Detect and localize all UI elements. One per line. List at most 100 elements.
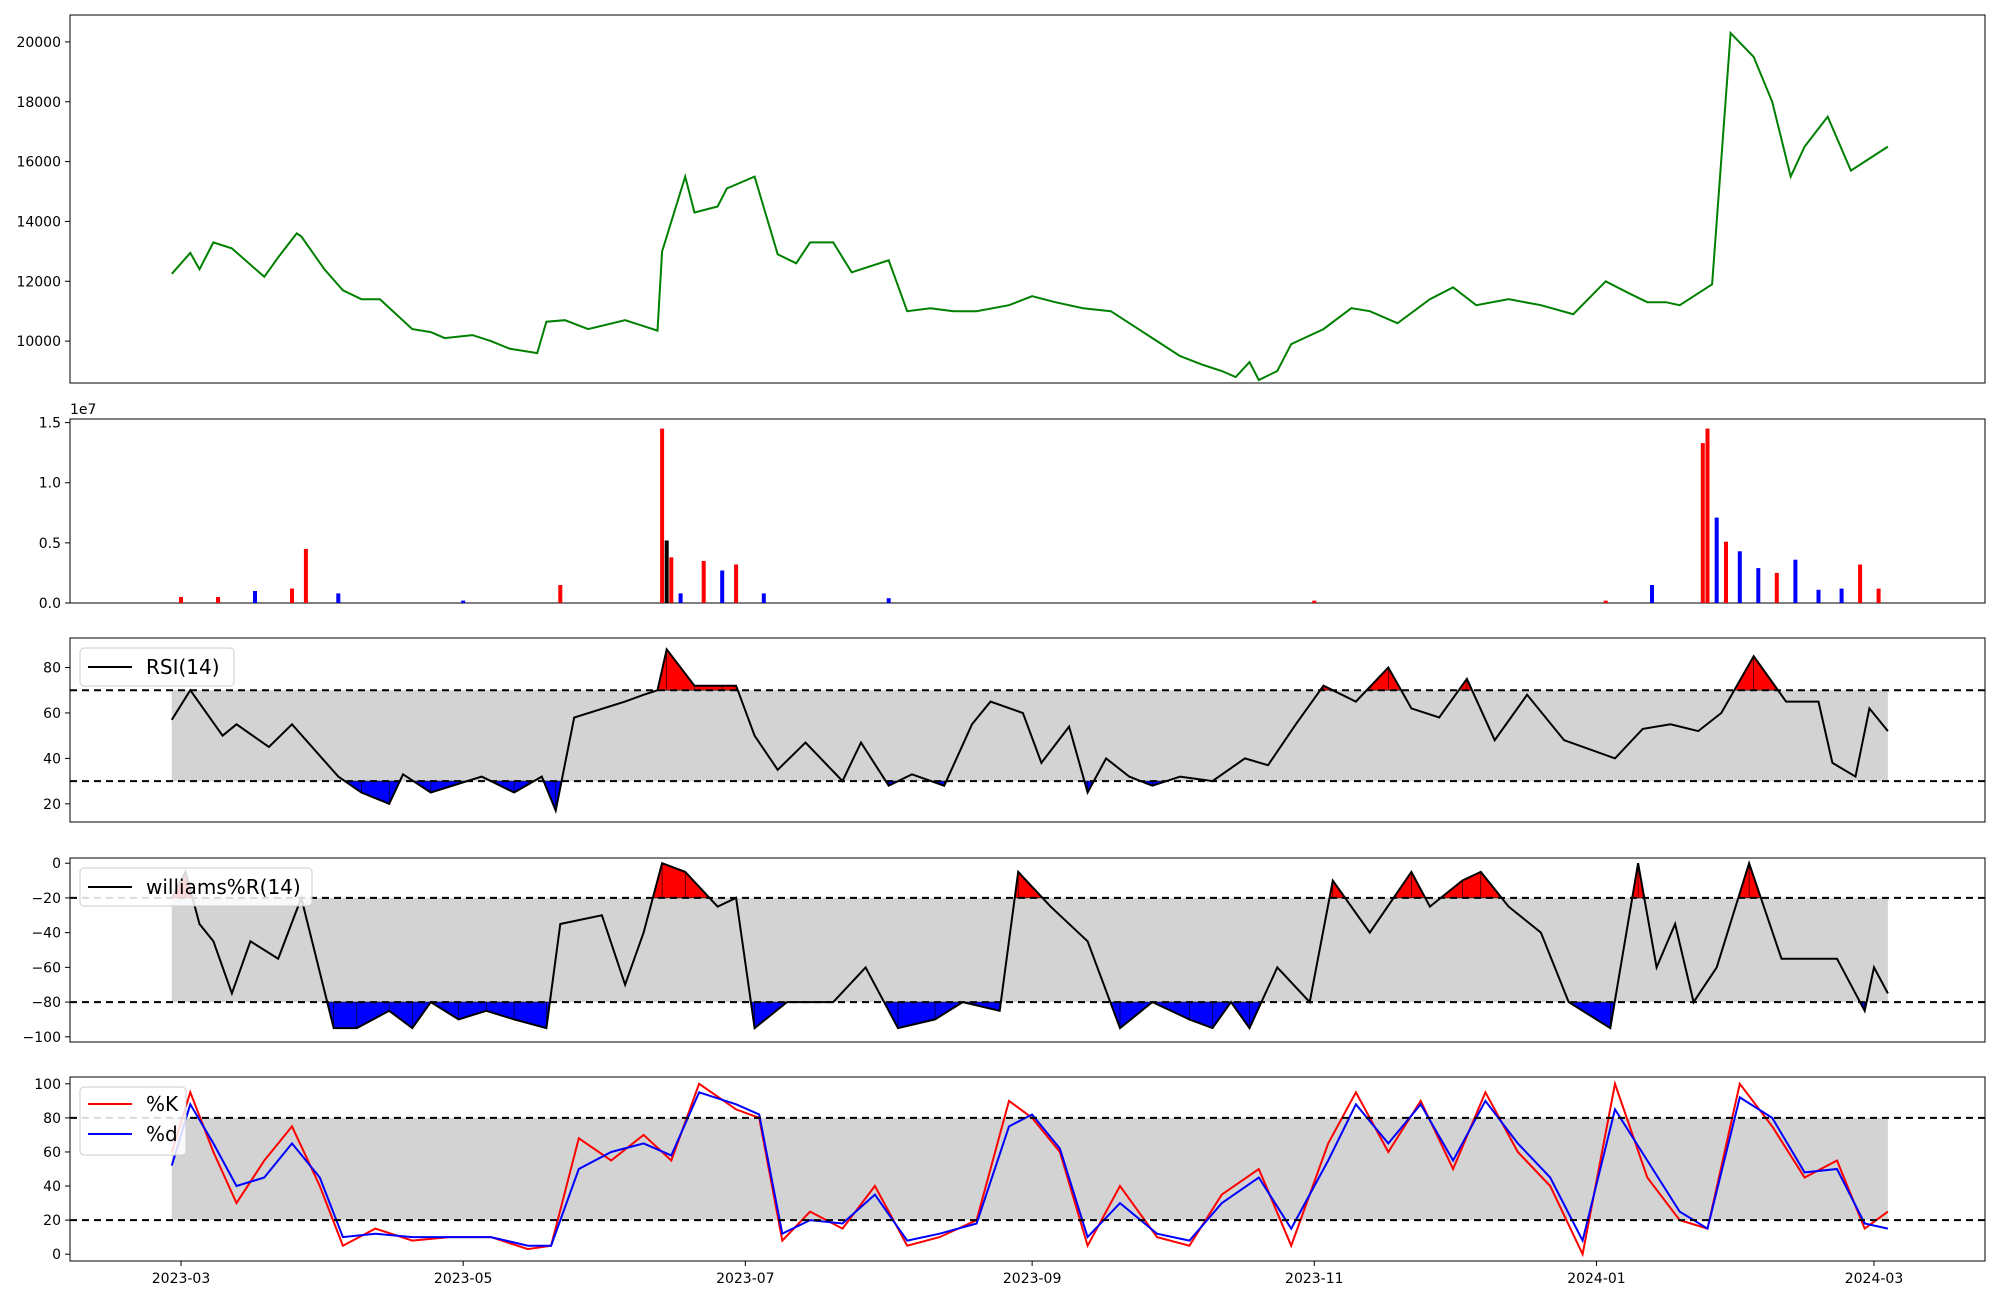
rsi-y-axis: 20 40 60 80 [43, 661, 70, 813]
stochastic-legend-d-label: %d [146, 1122, 178, 1146]
williams-y-tick-label: −80 [31, 995, 61, 1011]
stochastic-k-line [170, 1079, 1889, 1258]
williams-band [171, 897, 1888, 1003]
williams-oversold-fill [326, 1001, 1867, 1030]
volume-y-tick-label: 1.0 [39, 476, 61, 492]
volume-bar [720, 570, 725, 603]
williams-legend-box [79, 867, 313, 907]
x-tick-label: 2023-11 [1285, 1271, 1344, 1287]
volume-y-tick-label: 0.0 [39, 596, 61, 612]
volume-bar [734, 564, 739, 603]
stochastic-y-tick-label: 60 [43, 1145, 61, 1161]
williams-panel: −100 −80 −60 −40 −20 0 williams%R(14) [23, 856, 1986, 1046]
volume-y-tick-label: 1.5 [39, 416, 61, 432]
volume-bar [1793, 559, 1798, 603]
williams-legend-label: williams%R(14) [146, 875, 301, 899]
volume-bar [179, 597, 183, 603]
x-tick-label: 2023-03 [152, 1271, 211, 1287]
stochastic-y-tick-label: 100 [34, 1077, 61, 1093]
williams-y-axis: −100 −80 −60 −40 −20 0 [23, 856, 70, 1046]
stochastic-d-line [170, 1091, 1889, 1247]
volume-bar [290, 588, 294, 603]
price-series-line [171, 30, 1889, 382]
volume-bar [886, 598, 891, 603]
price-y-tick-label: 12000 [16, 274, 61, 290]
volume-bar [1650, 585, 1654, 603]
volume-bar [303, 548, 308, 603]
williams-axes-frame [69, 857, 1986, 1043]
volume-bar [1858, 564, 1863, 603]
williams-y-tick-label: −60 [31, 960, 61, 976]
rsi-y-tick-label: 60 [43, 706, 61, 722]
volume-axes-frame [69, 418, 1986, 604]
volume-y-tick-label: 0.5 [39, 536, 61, 552]
volume-bar [1756, 568, 1761, 603]
volume-offset-text: 1e7 [70, 402, 96, 418]
price-y-tick-label: 14000 [16, 214, 61, 230]
rsi-axes-frame [69, 637, 1986, 823]
x-tick-label: 2023-07 [716, 1271, 775, 1287]
volume-bars [179, 428, 1881, 603]
volume-bar [678, 593, 683, 603]
x-tick-label: 2024-03 [1845, 1271, 1904, 1287]
volume-bar [461, 600, 466, 603]
rsi-band [171, 690, 1888, 782]
volume-bar [664, 540, 669, 603]
stochastic-y-tick-label: 20 [43, 1213, 61, 1229]
volume-bar [1312, 600, 1317, 603]
williams-y-tick-label: 0 [52, 856, 61, 872]
volume-bar [669, 557, 674, 603]
volume-bar [1700, 443, 1705, 603]
volume-bar [701, 560, 706, 603]
stochastic-fill-layer [171, 1117, 1888, 1221]
rsi-legend-label: RSI(14) [146, 655, 220, 679]
rsi-y-tick-label: 20 [43, 797, 61, 813]
volume-bar [1714, 517, 1719, 603]
x-tick-label: 2023-05 [434, 1271, 493, 1287]
price-y-axis: 10000 12000 14000 16000 18000 20000 [16, 35, 70, 350]
volume-bar [253, 591, 257, 603]
williams-y-tick-label: −40 [31, 926, 61, 942]
volume-bar [761, 593, 766, 603]
price-axes-frame [69, 14, 1986, 384]
williams-overbought-fill [171, 862, 1762, 899]
stochastic-y-tick-label: 0 [52, 1247, 61, 1263]
volume-bar [1774, 572, 1779, 603]
rsi-oversold-fill [343, 780, 1167, 811]
williams-series-line [170, 859, 1889, 1031]
volume-bar [1876, 588, 1881, 603]
rsi-y-tick-label: 80 [43, 661, 61, 677]
volume-bar [216, 597, 220, 603]
price-y-tick-label: 20000 [16, 35, 61, 51]
price-y-tick-label: 18000 [16, 95, 61, 111]
volume-bar [660, 428, 665, 603]
volume-bar [1705, 428, 1710, 603]
volume-bar [336, 593, 341, 603]
stochastic-legend-k-label: %K [146, 1092, 179, 1116]
rsi-legend-box [79, 647, 235, 687]
price-y-tick-label: 16000 [16, 155, 61, 171]
williams-y-tick-label: −20 [31, 891, 61, 907]
volume-bar [1737, 551, 1742, 603]
stochastic-legend: %K %d [79, 1086, 187, 1156]
williams-legend: williams%R(14) [79, 867, 313, 907]
stochastic-panel: 0 20 40 60 80 100 %K %d 2023-03 2023-05 2023-07… [34, 1076, 1986, 1287]
rsi-panel: 20 40 60 80 RSI(14) [43, 637, 1986, 823]
rsi-legend: RSI(14) [79, 647, 235, 687]
stochastic-y-tick-label: 80 [43, 1111, 61, 1127]
price-panel: 10000 12000 14000 16000 18000 20000 [16, 14, 1986, 384]
x-tick-label: 2023-09 [1003, 1271, 1062, 1287]
volume-bar [1816, 589, 1821, 603]
williams-y-tick-label: −100 [23, 1030, 61, 1046]
stochastic-y-axis: 0 20 40 60 80 100 [34, 1077, 70, 1263]
x-axis: 2023-03 2023-05 2023-07 2023-09 2023-11 2024-… [152, 1261, 1903, 1287]
rsi-series-line [170, 647, 1889, 815]
volume-bar [1724, 541, 1728, 603]
rsi-overbought-fill [657, 648, 1779, 691]
volume-panel: 1e7 0.0 0.5 1.0 1.5 [39, 402, 1986, 612]
x-tick-label: 2024-01 [1567, 1271, 1626, 1287]
volume-bar [1603, 600, 1608, 603]
price-y-tick-label: 10000 [16, 334, 61, 350]
volume-bar [558, 585, 563, 603]
